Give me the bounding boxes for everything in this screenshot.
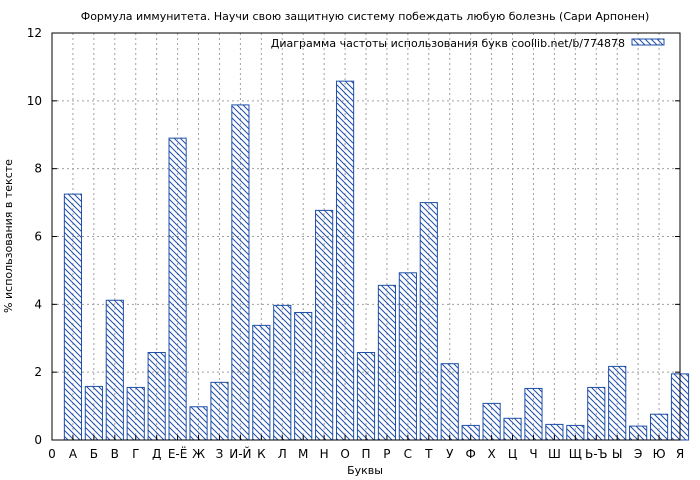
x-tick-label: Е-Ё — [168, 446, 188, 461]
bar-И-Й — [231, 104, 250, 441]
y-tick-label: 6 — [34, 230, 42, 244]
x-tick-label: К — [257, 447, 266, 461]
x-tick-label: Л — [278, 447, 287, 461]
bar-Л — [273, 304, 292, 441]
x-tick-label: Р — [383, 447, 390, 461]
bar-Е-Ё — [168, 137, 187, 441]
y-tick-label: 2 — [34, 365, 42, 379]
x-tick-label: Ш — [548, 447, 561, 461]
x-tick-label: Д — [152, 447, 161, 461]
x-tick-label: Н — [320, 447, 329, 461]
x-tick-label: 0 — [48, 447, 56, 461]
legend-swatch — [631, 38, 665, 46]
x-tick-label: П — [361, 447, 370, 461]
legend-label: Диаграмма частоты использования букв coo… — [271, 37, 625, 50]
x-axis-label: Буквы — [347, 464, 383, 477]
x-tick-label: С — [404, 447, 412, 461]
bar-Х — [482, 402, 501, 441]
chart-title: Формула иммунитета. Научи свою защитную … — [81, 10, 650, 23]
bar-Н — [315, 209, 334, 441]
x-tick-label: Б — [90, 447, 98, 461]
bar-С — [398, 272, 417, 441]
x-tick-label: Э — [634, 447, 642, 461]
bar-К — [252, 324, 271, 441]
bar-У — [440, 363, 459, 441]
x-tick-label: Ы — [612, 447, 623, 461]
x-tick-label: Щ — [569, 447, 582, 461]
x-tick-label: З — [216, 447, 224, 461]
x-tick-label: Я — [676, 447, 684, 461]
bar-Ь-Ъ — [587, 386, 606, 441]
x-tick-label: Т — [424, 447, 433, 461]
bar-Г — [126, 386, 145, 441]
x-tick-label: Ю — [653, 447, 666, 461]
bar-В — [105, 299, 124, 441]
x-tick-label: Ж — [192, 447, 205, 461]
bar-М — [294, 311, 313, 441]
bar-Б — [84, 385, 103, 441]
bar-Д — [147, 351, 166, 441]
bar-Р — [377, 284, 397, 441]
bar-Т — [419, 202, 438, 441]
x-tick-label: Ф — [465, 447, 475, 461]
x-tick-label: Х — [487, 447, 495, 461]
x-tick-label: И-Й — [229, 446, 251, 461]
y-tick-label: 8 — [34, 162, 42, 176]
bar-О — [335, 80, 355, 441]
bar-П — [356, 351, 376, 441]
x-tick-label: О — [340, 447, 349, 461]
bars-layer — [63, 80, 690, 441]
bar-З — [210, 381, 229, 441]
bar-Ч — [524, 387, 543, 441]
x-tick-label: Ч — [529, 447, 537, 461]
x-tick-label: Ь-Ъ — [585, 447, 608, 461]
x-tick-label: Ц — [508, 447, 517, 461]
x-axis: 0 А Б В Г Д Е-Ё Ж З И-Й К Л М Н О П Р С Т У Ф Х Ц Ч Ш Щ Ь-Ъ Ы Э Ю Я — [48, 435, 684, 461]
x-tick-label: Г — [132, 447, 139, 461]
bar-Ы — [608, 365, 627, 441]
y-tick-label: 4 — [34, 297, 42, 311]
y-axis: 0 2 4 6 8 10 12 — [27, 26, 680, 447]
y-tick-label: 10 — [27, 94, 42, 108]
x-tick-label: У — [446, 447, 454, 461]
x-tick-label: М — [298, 447, 308, 461]
y-axis-label: % использования в тексте — [2, 159, 15, 313]
y-tick-label: 0 — [34, 433, 42, 447]
y-tick-label: 12 — [27, 26, 42, 40]
x-tick-label: В — [111, 447, 119, 461]
x-tick-label: А — [69, 447, 78, 461]
legend: Диаграмма частоты использования букв coo… — [271, 37, 665, 50]
bar-А — [63, 193, 83, 441]
